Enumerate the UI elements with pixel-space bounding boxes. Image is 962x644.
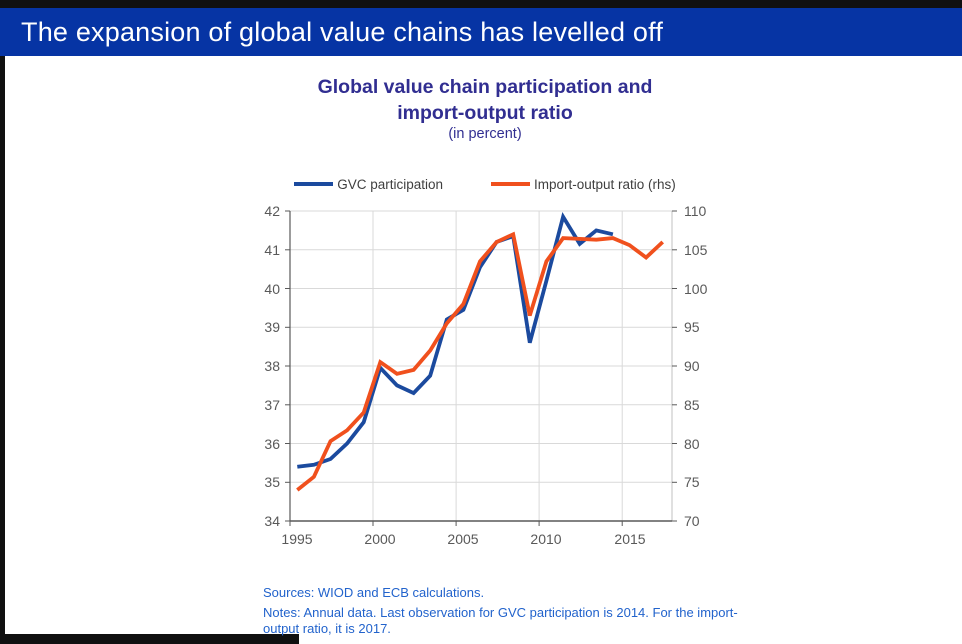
- screen-edge-bottom: [0, 634, 299, 644]
- chart-subtitle: (in percent): [448, 126, 522, 142]
- sources-text: Sources: WIOD and ECB calculations.: [263, 585, 485, 600]
- legend-item-ior: Import-output ratio (rhs): [491, 177, 676, 192]
- x-axis-tick-label: 2010: [530, 531, 562, 547]
- legend-label-gvc: GVC participation: [337, 176, 443, 192]
- chart-legend: GVC participation Import-output ratio (r…: [252, 174, 718, 194]
- chart-title: Global value chain participation and imp…: [252, 74, 718, 126]
- y-axis-left-tick-label: 36: [264, 436, 280, 452]
- slide-header-title: The expansion of global value chains has…: [21, 16, 664, 47]
- ior-line-swatch: [491, 182, 530, 186]
- notes-text-line1: Notes: Annual data. Last observation for…: [263, 605, 738, 620]
- y-axis-left-tick-label: 40: [264, 281, 280, 297]
- legend-label-ior: Import-output ratio (rhs): [534, 176, 676, 192]
- y-axis-left-tick-label: 34: [264, 513, 280, 529]
- screen-edge-top: [0, 0, 962, 8]
- chart-title-line1: Global value chain participation and: [317, 76, 653, 98]
- y-axis-right-tick-label: 75: [684, 474, 700, 490]
- chart-title-line2: import-output ratio: [397, 102, 573, 124]
- import-output-ratio-line: [296, 231, 664, 492]
- x-axis-tick-label: 1995: [281, 531, 313, 547]
- chart-footnote: Sources: WIOD and ECB calculations. Note…: [263, 585, 738, 637]
- y-axis-left-tick-label: 38: [264, 358, 280, 374]
- y-axis-left-tick-label: 37: [264, 397, 280, 413]
- y-axis-right-tick-label: 110: [684, 203, 707, 219]
- slide-header: The expansion of global value chains has…: [0, 8, 962, 56]
- screen-edge-left: [0, 0, 5, 644]
- y-axis-right-tick-label: 95: [684, 319, 700, 335]
- y-axis-left-tick-label: 39: [264, 319, 280, 335]
- x-axis-tick-label: 2005: [447, 531, 479, 547]
- y-axis-right-tick-label: 100: [684, 281, 708, 297]
- notes-text-line2: output ratio, it is 2017.: [263, 621, 391, 636]
- y-axis-right-tick-label: 90: [684, 358, 700, 374]
- plot-area: [285, 210, 677, 526]
- y-axis-right-tick-label: 80: [684, 436, 700, 452]
- y-axis-right-tick-label: 105: [684, 242, 708, 258]
- y-axis-right-tick-label: 85: [684, 397, 700, 413]
- y-axis-left-tick-label: 35: [264, 474, 280, 490]
- gvc-participation-line: [297, 212, 614, 469]
- y-axis-left-tick-label: 42: [264, 203, 280, 219]
- gvc-line-swatch: [294, 182, 334, 186]
- y-axis-right-tick-label: 70: [684, 513, 700, 529]
- x-axis-tick-label: 2000: [364, 531, 396, 547]
- x-axis-tick-label: 2015: [614, 531, 646, 547]
- legend-item-gvc: GVC participation: [294, 177, 443, 192]
- y-axis-left-tick-label: 41: [264, 242, 280, 258]
